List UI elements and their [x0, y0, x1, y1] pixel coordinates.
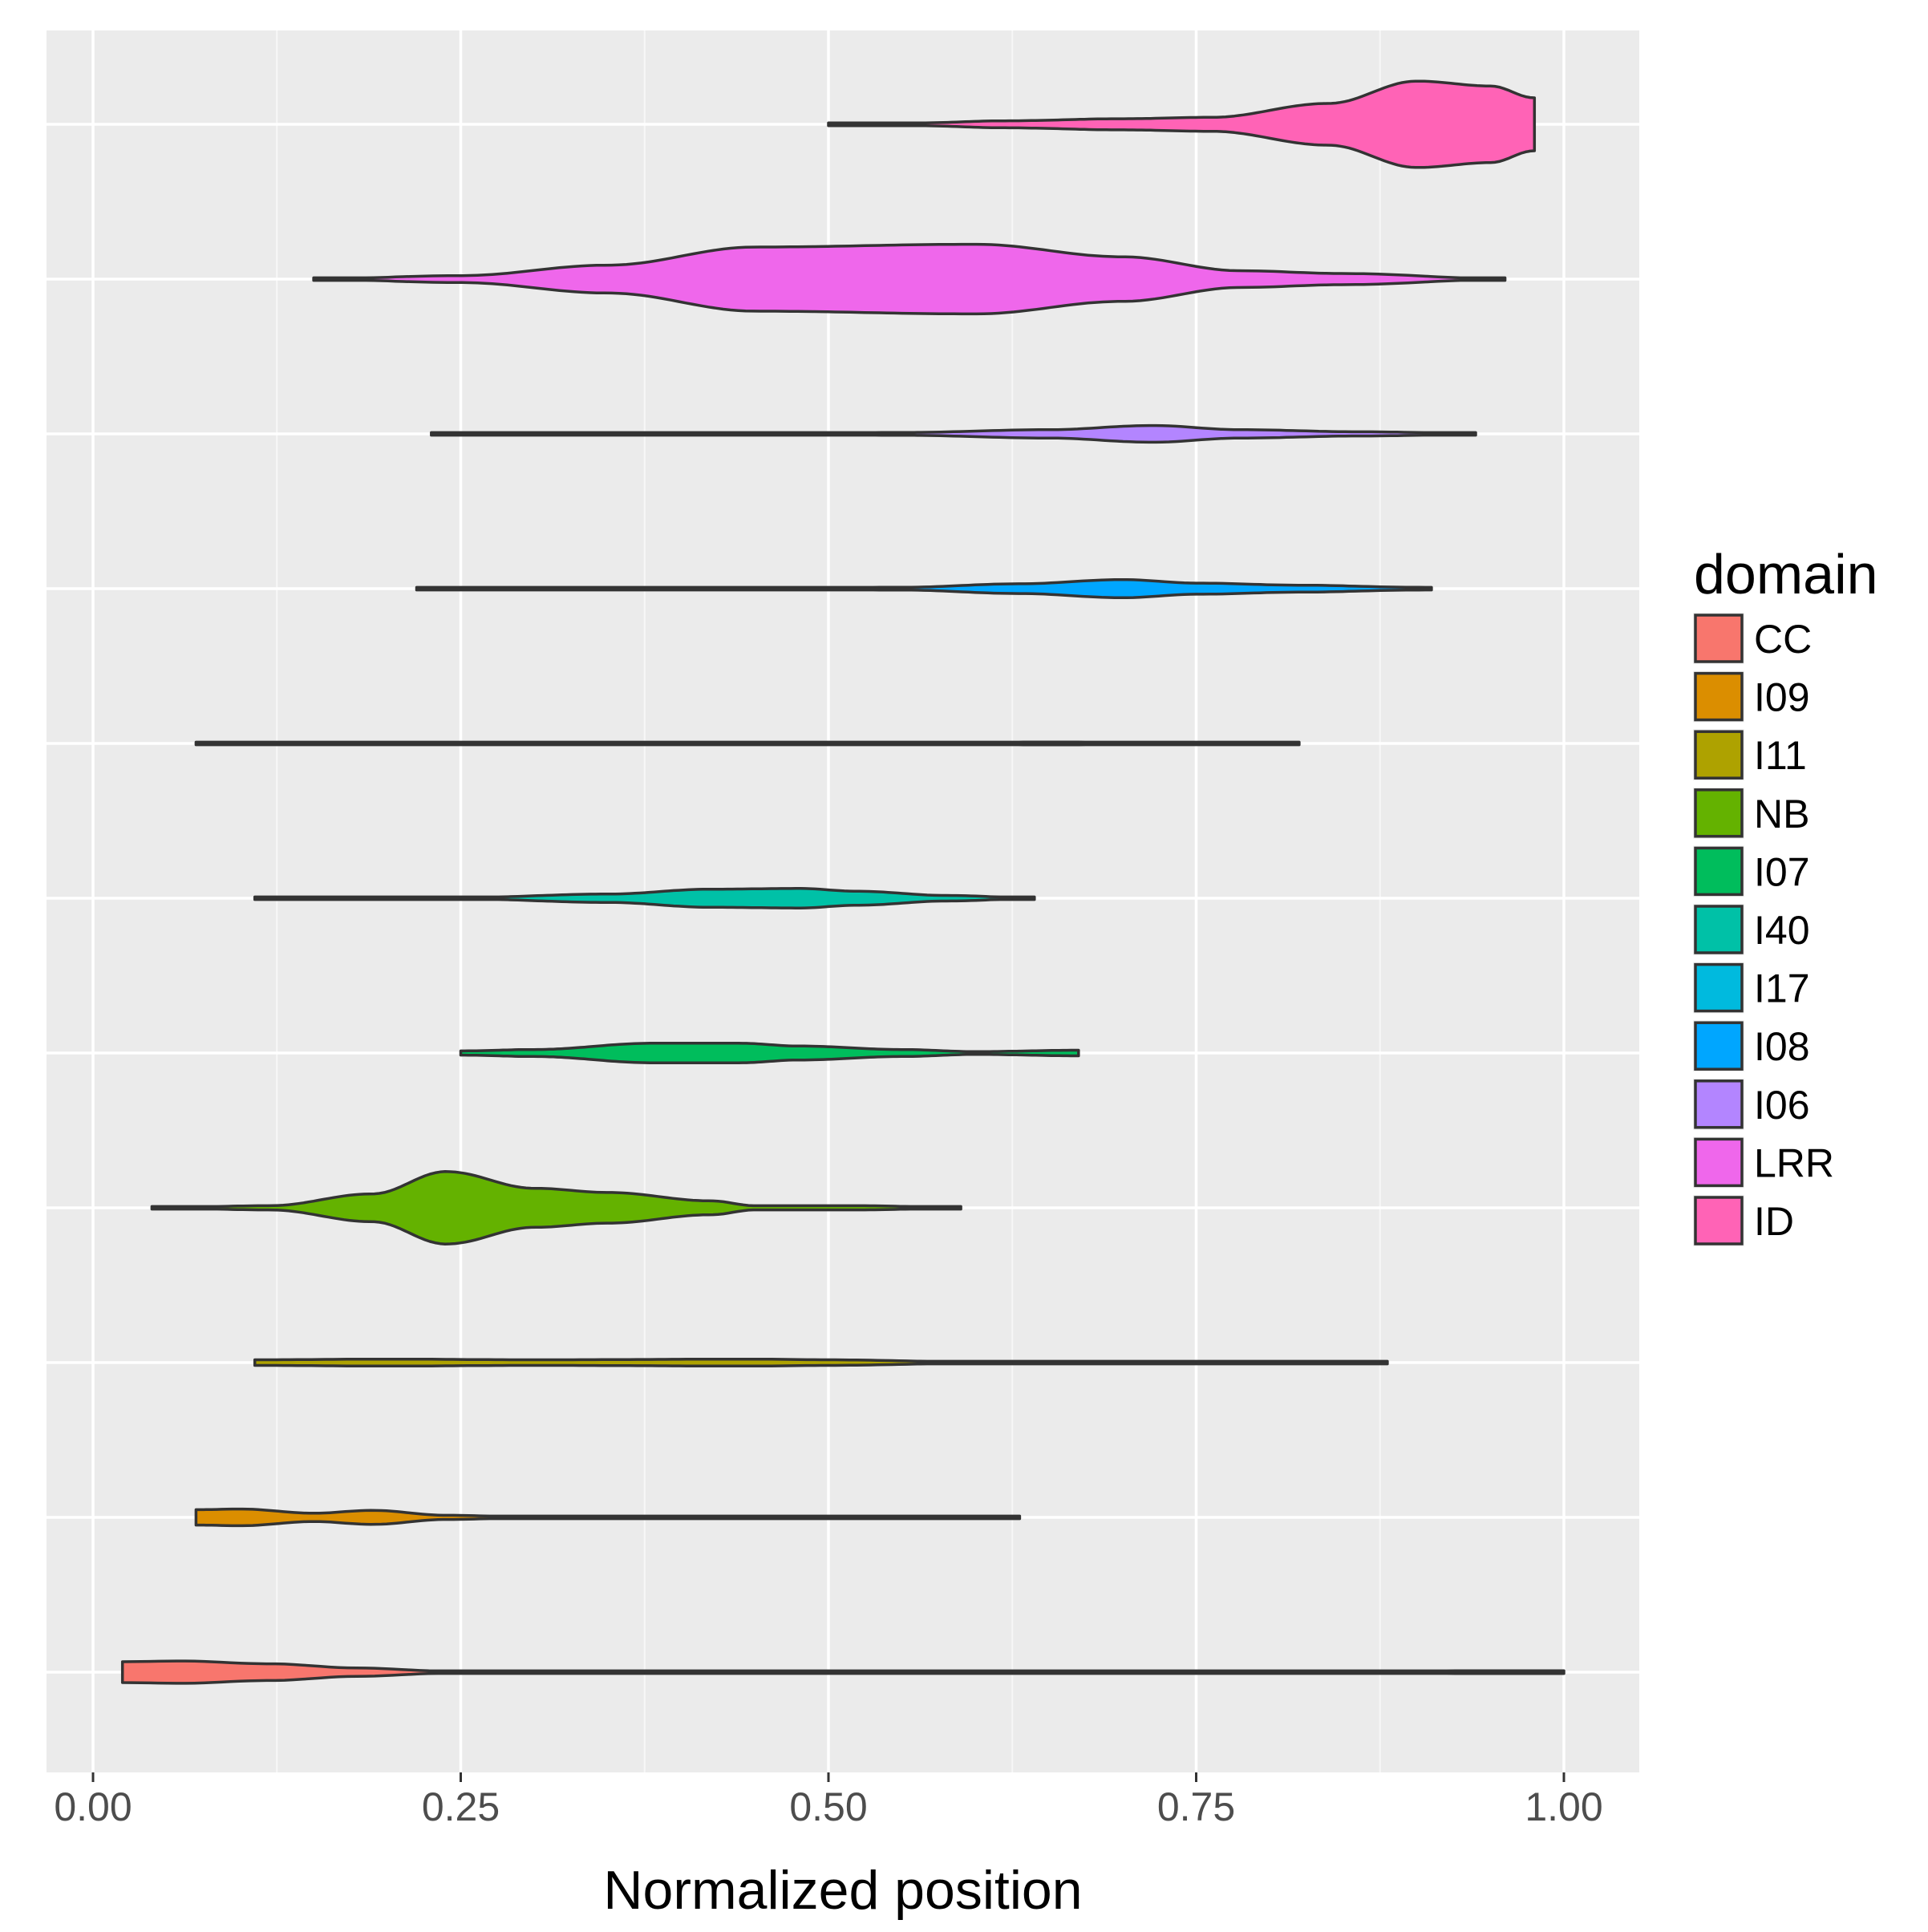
- violin-nb: [150, 1170, 962, 1245]
- violin-cc: [120, 1659, 1565, 1685]
- legend-label-i17: I17: [1754, 966, 1810, 1011]
- violin-i40: [253, 887, 1036, 909]
- legend-label-lrr: LRR: [1754, 1140, 1834, 1185]
- violin-i07: [459, 1042, 1080, 1064]
- legend-swatch-i06: [1694, 1079, 1744, 1129]
- legend-swatch-nb: [1694, 788, 1744, 838]
- legend-swatch-i17: [1694, 962, 1744, 1013]
- violin-i11: [253, 1357, 1389, 1368]
- x-axis-title: Normalized position: [603, 1860, 1082, 1921]
- legend-swatch-i08: [1694, 1021, 1744, 1071]
- legend-keys: CC I09 I11 NB I07 I40 I17 I08 I06 LRR ID: [1693, 613, 1834, 1246]
- legend-label-nb: NB: [1754, 792, 1809, 836]
- violin-i08: [415, 577, 1433, 600]
- legend-title: domain: [1694, 543, 1878, 606]
- legend-label-i08: I08: [1754, 1024, 1810, 1069]
- legend-swatch-i09: [1694, 671, 1744, 722]
- violin-lrr: [312, 242, 1507, 316]
- x-tick-label: 0.25: [422, 1784, 500, 1829]
- legend-label-i11: I11: [1754, 733, 1807, 778]
- legend-label-i07: I07: [1754, 849, 1810, 894]
- violin-i09: [194, 1507, 1022, 1528]
- legend-label-i06: I06: [1754, 1083, 1810, 1128]
- legend-swatch-id: [1694, 1196, 1744, 1245]
- x-tick-label: 0.75: [1157, 1784, 1235, 1829]
- legend-label-cc: CC: [1754, 617, 1812, 662]
- violin-i17: [194, 740, 1301, 747]
- violin-layer: [120, 79, 1565, 1685]
- legend-swatch-i40: [1694, 905, 1744, 954]
- x-tick-label: 1.00: [1525, 1784, 1602, 1829]
- violin-id: [827, 79, 1537, 169]
- violin-i06: [430, 423, 1477, 444]
- legend-swatch-i11: [1694, 730, 1744, 780]
- x-tick-label: 0.50: [789, 1784, 867, 1829]
- legend-swatch-lrr: [1694, 1137, 1744, 1188]
- x-tick-label: 0.00: [54, 1784, 132, 1829]
- legend-label-id: ID: [1754, 1199, 1794, 1244]
- legend-label-i40: I40: [1754, 908, 1810, 953]
- legend-swatch-i07: [1694, 846, 1744, 897]
- legend-label-i09: I09: [1754, 675, 1810, 720]
- legend: domain CC I09 I11 NB I07 I40 I17 I08 I06 LRR ID: [1693, 543, 1878, 1246]
- x-axis: 0.00 0.25 0.50 0.75 1.00: [54, 1772, 1603, 1829]
- legend-swatch-cc: [1694, 614, 1744, 663]
